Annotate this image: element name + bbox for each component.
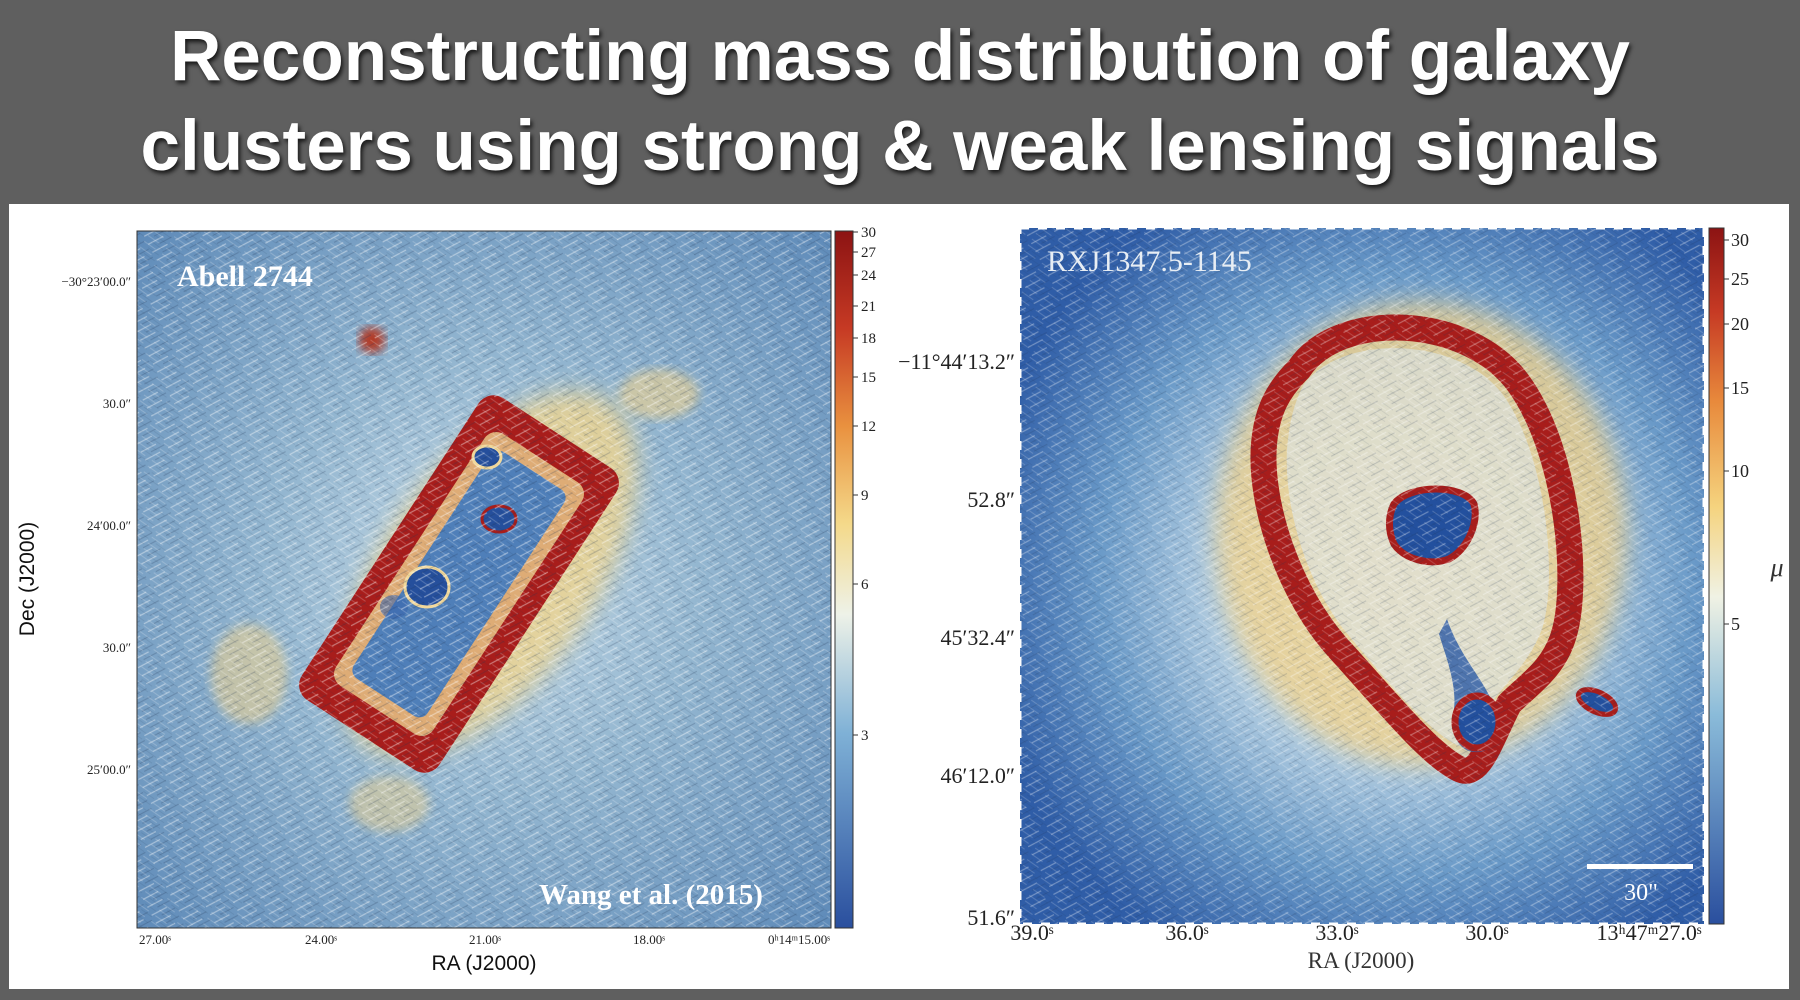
right-colorbar-tick-label: 25 — [1731, 269, 1749, 289]
left-colorbar-tick-label: 6 — [861, 577, 869, 593]
rxj1347-magnification-map: RXJ1347.5-1145 30" — [1018, 226, 1706, 926]
left-colorbar-tick-label: 9 — [861, 488, 869, 504]
credit-label: Wang et al. (2015) — [539, 879, 763, 911]
cluster-label-abell: Abell 2744 — [177, 260, 313, 293]
right-x-tick-label: 13ʰ47ᵐ27.0ˢ — [1597, 920, 1702, 945]
left-colorbar-tick-label: 15 — [861, 370, 876, 386]
scale-bar-label: 30" — [1624, 880, 1658, 906]
left-x-tick-label: 0ʰ14ᵐ15.00ˢ — [768, 932, 830, 947]
left-colorbar-tick-label: 30 — [861, 225, 876, 241]
left-x-axis-label: RA (J2000) — [431, 952, 536, 975]
left-colorbar-ticks: 30 27 24 21 18 15 12 9 6 3 — [853, 225, 877, 744]
cluster-label-rxj: RXJ1347.5-1145 — [1047, 245, 1252, 278]
right-y-ticks: −11°44′13.2″ 52.8″ 45′32.4″ 46′12.0″ 51.6″ — [898, 349, 1015, 930]
figure-svg: Abell 2744 Wang et al. (2015) 30 27 24 21 18… — [16, 225, 1784, 975]
right-colorbar — [1708, 227, 1725, 925]
left-x-ticks: 27.00ˢ 24.00ˢ 21.00ˢ 18.00ˢ 0ʰ14ᵐ15.00ˢ — [139, 932, 830, 947]
left-y-tick-label: 25′00.0″ — [87, 762, 131, 777]
right-colorbar-tick-label: 20 — [1731, 314, 1749, 334]
right-y-tick-label: 52.8″ — [967, 487, 1015, 512]
left-colorbar — [834, 230, 854, 929]
left-x-tick-label: 27.00ˢ — [139, 932, 171, 947]
left-y-tick-label: 30.0″ — [103, 396, 131, 411]
slide-title: Reconstructing mass distribution of gala… — [0, 12, 1800, 192]
right-y-tick-label: 45′32.4″ — [941, 625, 1015, 650]
left-y-tick-label: 30.0″ — [103, 640, 131, 655]
right-colorbar-tick-label: 15 — [1731, 378, 1749, 398]
right-y-tick-label: 51.6″ — [967, 905, 1015, 930]
right-colorbar-ticks: 30 25 20 15 10 5 — [1724, 230, 1749, 634]
right-y-tick-label: −11°44′13.2″ — [898, 349, 1015, 374]
left-y-tick-label: 24′00.0″ — [87, 518, 131, 533]
title-line-1: Reconstructing mass distribution of gala… — [170, 17, 1630, 96]
left-x-tick-label: 24.00ˢ — [305, 932, 337, 947]
right-x-ticks: 39.0ˢ 36.0ˢ 33.0ˢ 30.0ˢ 13ʰ47ᵐ27.0ˢ — [1010, 920, 1701, 945]
left-colorbar-tick-label: 27 — [861, 245, 877, 261]
figure-panel: Abell 2744 Wang et al. (2015) 30 27 24 21 18… — [9, 204, 1789, 989]
left-colorbar-tick-label: 21 — [861, 299, 876, 315]
left-y-axis-label: Dec (J2000) — [16, 522, 39, 636]
title-line-2: clusters using strong & weak lensing sig… — [140, 107, 1660, 186]
left-colorbar-tick-label: 24 — [861, 268, 877, 284]
right-x-tick-label: 30.0ˢ — [1465, 920, 1509, 945]
right-x-tick-label: 36.0ˢ — [1165, 920, 1209, 945]
right-x-tick-label: 33.0ˢ — [1315, 920, 1359, 945]
right-colorbar-tick-label: 30 — [1731, 230, 1749, 250]
left-y-tick-label: −30°23′00.0″ — [61, 274, 131, 289]
right-x-axis-label: RA (J2000) — [1308, 948, 1415, 973]
scale-bar — [1587, 864, 1693, 869]
right-colorbar-tick-label: 10 — [1731, 461, 1749, 481]
left-colorbar-tick-label: 12 — [861, 419, 876, 435]
right-colorbar-tick-label: 5 — [1731, 614, 1740, 634]
left-y-ticks: −30°23′00.0″ 30.0″ 24′00.0″ 30.0″ 25′00.0″ — [61, 274, 131, 777]
right-y-tick-label: 46′12.0″ — [941, 763, 1015, 788]
left-x-tick-label: 18.00ˢ — [633, 932, 665, 947]
right-x-tick-label: 39.0ˢ — [1010, 920, 1054, 945]
left-colorbar-tick-label: 18 — [861, 331, 876, 347]
left-x-tick-label: 21.00ˢ — [469, 932, 501, 947]
right-colorbar-label: μ — [1769, 553, 1783, 582]
abell-2744-magnification-map: Abell 2744 Wang et al. (2015) — [136, 230, 832, 929]
left-colorbar-tick-label: 3 — [861, 728, 869, 744]
